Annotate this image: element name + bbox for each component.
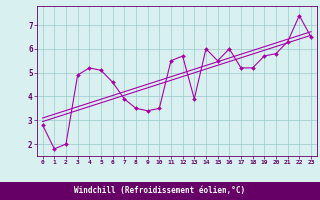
- Text: Windchill (Refroidissement éolien,°C): Windchill (Refroidissement éolien,°C): [75, 186, 245, 196]
